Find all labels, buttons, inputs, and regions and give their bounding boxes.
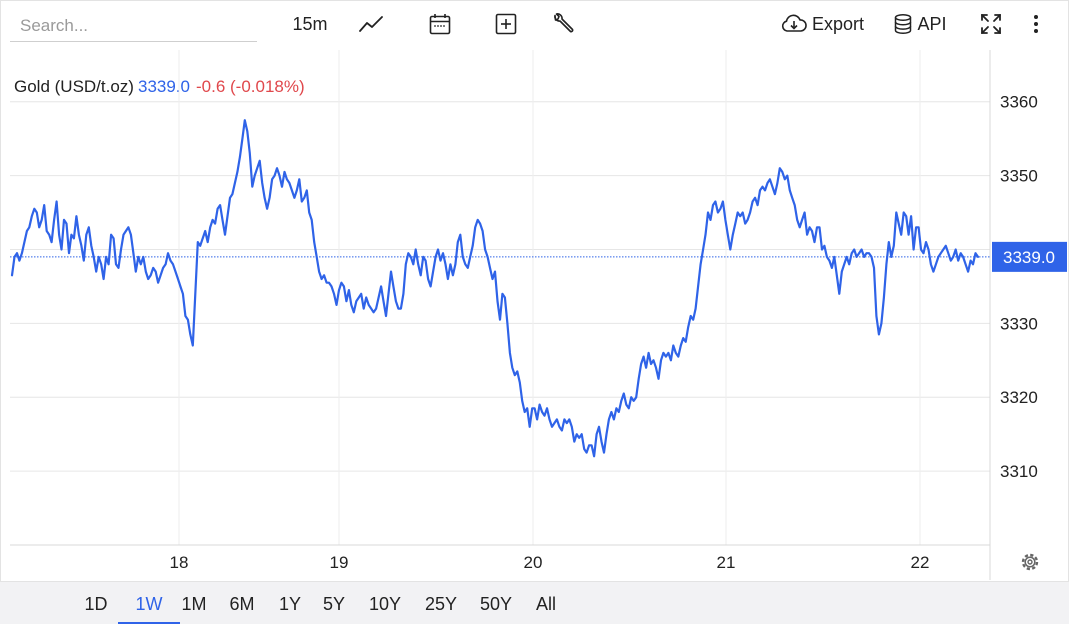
export-label: Export	[811, 13, 865, 34]
range-selector: 1D 1W 1M 6M 1Y 5Y 10Y 25Y 50Y All	[0, 581, 1069, 624]
y-tick-label: 3320	[1000, 388, 1038, 407]
axes: 3310332033303340335033601819202122	[10, 50, 1038, 580]
range-all[interactable]: All	[535, 594, 556, 614]
range-1d[interactable]: 1D	[84, 594, 108, 614]
more-vertical-icon[interactable]	[1024, 8, 1048, 40]
y-tick-label: 3310	[1000, 462, 1038, 481]
x-tick-label: 21	[717, 553, 736, 572]
series-change: -0.6 (-0.018%)	[195, 77, 305, 96]
range-50y[interactable]: 50Y	[479, 594, 513, 614]
range-10y[interactable]: 10Y	[368, 594, 402, 614]
wrench-icon[interactable]	[548, 8, 578, 40]
x-tick-label: 18	[170, 553, 189, 572]
database-icon	[895, 13, 912, 35]
range-25y[interactable]: 25Y	[424, 594, 458, 614]
y-tick-label: 3330	[1000, 314, 1038, 333]
grid	[10, 50, 990, 545]
api-label: API	[917, 13, 947, 34]
calendar-icon[interactable]	[425, 8, 455, 40]
search-input[interactable]	[10, 10, 257, 42]
range-5y[interactable]: 5Y	[322, 594, 346, 614]
x-tick-label: 19	[330, 553, 349, 572]
interval-selector[interactable]: 15m	[292, 13, 328, 34]
settings-icon[interactable]	[1021, 553, 1039, 571]
y-tick-label: 3360	[1000, 93, 1038, 112]
range-1y[interactable]: 1Y	[278, 594, 302, 614]
last-price-badge	[992, 241, 1067, 272]
last-price-label: 3339.0	[1003, 248, 1055, 267]
series-legend: Gold (USD/t.oz) 3339.0 -0.6 (-0.018%)	[14, 77, 305, 97]
price-line	[10, 119, 980, 458]
toolbar: 15m Export API	[0, 0, 1069, 50]
api-button[interactable]: API	[890, 8, 950, 40]
last-price-marker: 3339.0	[10, 241, 1067, 272]
series-name: Gold (USD/t.oz)	[14, 77, 134, 96]
range-6m[interactable]: 6M	[229, 594, 255, 614]
fullscreen-icon[interactable]	[976, 8, 1006, 40]
y-tick-label: 3350	[1000, 167, 1038, 186]
x-tick-label: 20	[524, 553, 543, 572]
export-button[interactable]: Export	[776, 8, 868, 40]
price-chart[interactable]: 3310332033303340335033601819202122 3339.…	[0, 0, 1069, 580]
series-price: 3339.0	[137, 77, 190, 96]
range-1w[interactable]: 1W	[118, 582, 180, 624]
range-1m[interactable]: 1M	[181, 594, 207, 614]
series-layer	[10, 119, 980, 458]
cloud-download-icon	[781, 14, 807, 32]
x-tick-label: 22	[911, 553, 930, 572]
line-chart-icon[interactable]	[356, 8, 386, 40]
add-icon[interactable]	[491, 8, 521, 40]
